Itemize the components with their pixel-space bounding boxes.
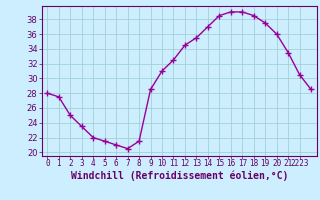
X-axis label: Windchill (Refroidissement éolien,°C): Windchill (Refroidissement éolien,°C) <box>70 171 288 181</box>
